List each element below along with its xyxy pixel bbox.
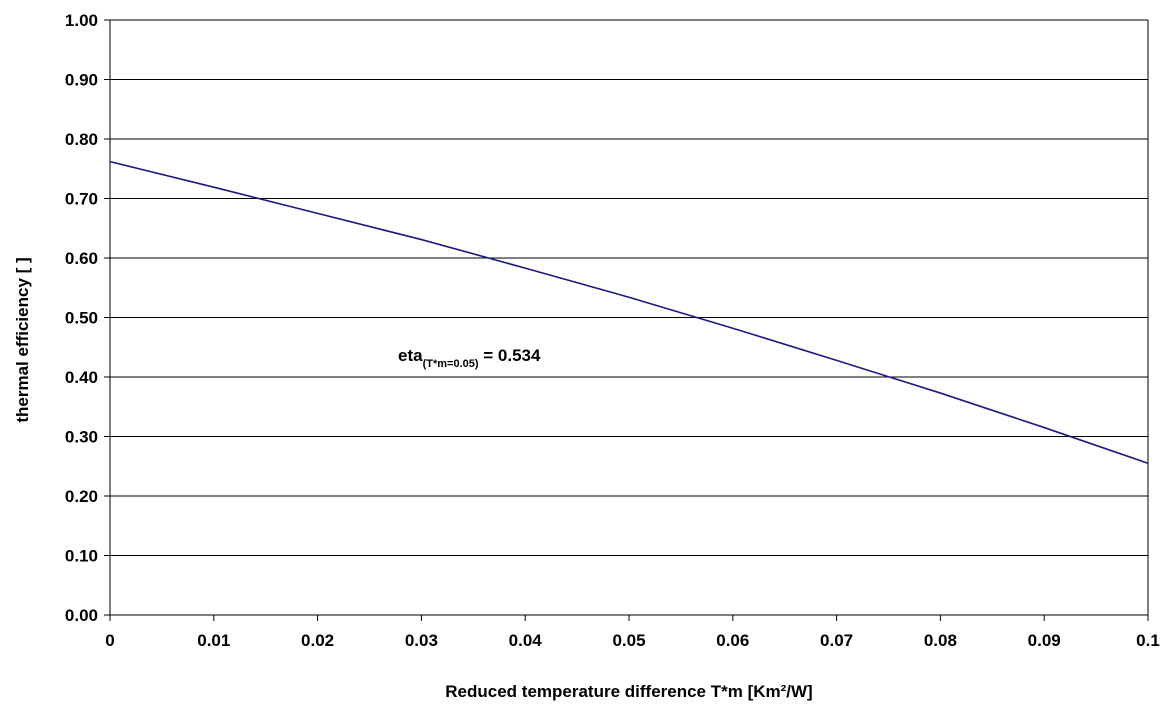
x-tick-label: 0.01 [197, 631, 230, 650]
x-tick-label: 0 [105, 631, 114, 650]
y-tick-label: 0.50 [65, 309, 98, 328]
y-tick-label: 0.90 [65, 71, 98, 90]
x-tick-labels: 0 0.01 0.02 0.03 0.04 0.05 0.06 0.07 0.08 0.09 0.1 [105, 631, 1160, 650]
series-group [109, 160, 1149, 465]
y-axis-title: thermal efficiency [ ] [13, 257, 32, 422]
x-tick-label: 0.1 [1136, 631, 1160, 650]
annotation-value: = 0.534 [479, 346, 541, 365]
x-tick-label: 0.07 [820, 631, 853, 650]
annotation-main: eta [398, 346, 423, 365]
y-tick-labels: 0.00 0.10 0.20 0.30 0.40 0.50 0.60 0.70 0.80 0.90… [65, 11, 98, 625]
x-axis-title: Reduced temperature difference T*m [Km²/… [445, 682, 812, 701]
x-tick-label: 0.02 [301, 631, 334, 650]
x-tick-label: 0.05 [612, 631, 645, 650]
x-tick-label: 0.04 [509, 631, 543, 650]
y-tick-label: 1.00 [65, 11, 98, 30]
x-tick-label: 0.06 [716, 631, 749, 650]
annotation-subscript: (T*m=0.05) [423, 358, 479, 370]
y-tick-label: 0.40 [65, 368, 98, 387]
x-tick-label: 0.09 [1028, 631, 1061, 650]
efficiency-curve [109, 160, 1149, 465]
grid-lines [110, 19, 1148, 616]
x-tick-label: 0.03 [405, 631, 438, 650]
y-tick-label: 0.10 [65, 547, 98, 566]
y-tick-label: 0.70 [65, 190, 98, 209]
y-tick-label: 0.60 [65, 249, 98, 268]
x-tick-label: 0.08 [924, 631, 957, 650]
y-tick-label: 0.30 [65, 428, 98, 447]
efficiency-annotation: eta(T*m=0.05) = 0.534 [398, 346, 541, 370]
y-tick-label: 0.20 [65, 487, 98, 506]
y-tick-label: 0.00 [65, 606, 98, 625]
y-tick-label: 0.80 [65, 130, 98, 149]
axes [104, 19, 1149, 621]
